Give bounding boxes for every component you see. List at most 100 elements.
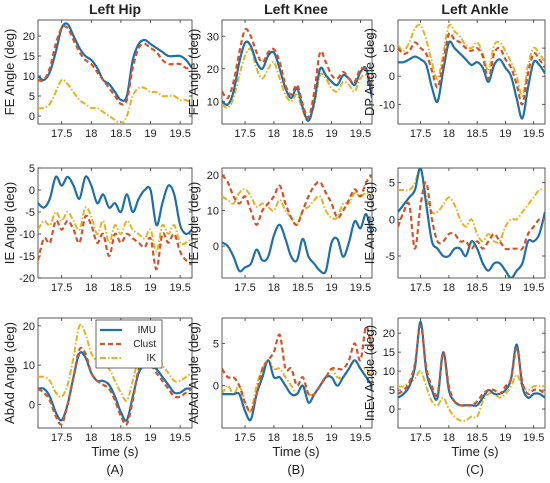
series-line-ik-abad-ankle [398,369,545,422]
series-line-clust-fe-knee [222,27,372,119]
series-line-clust-abad-ankle [398,324,545,407]
series-line-imu-ie-hip [38,175,192,236]
x-tick-label: 19.5 [350,282,371,294]
x-tick-label: 18.5 [110,128,131,140]
y-tick-label: -5 [385,251,395,263]
panel-label-b: (B) [287,462,304,477]
y-tick-label: 10 [23,360,35,372]
x-tick-label: 18.5 [466,128,487,140]
series-line-imu-abad-ankle [398,320,545,407]
x-tick-label: 19.5 [523,128,544,140]
y-tick-label: 5 [29,163,35,175]
series-line-ik-fe-knee [222,47,372,122]
x-tick-label: 18 [85,432,97,444]
y-tick-label: 10 [23,71,35,83]
series-group-abad-knee [222,325,372,422]
x-tick-label: 19 [144,432,156,444]
y-axis-label-abad-hip: AbAd Angle (deg) [2,322,17,424]
y-tick-label: 10 [383,366,395,378]
y-tick-label: 0 [29,185,35,197]
subplot-ie-knee: 17.5 18 18.5 19 19.5 0 10 20 IE Angle (deg) [186,167,373,294]
y-axis-label-abad-ankle: InEv Angle (deg) [362,325,377,421]
x-tick-label: 19.5 [523,432,544,444]
x-tick-label: 18 [443,128,455,140]
x-tick-label: 18 [268,432,280,444]
x-tick-label: 18 [268,282,280,294]
subplot-fe-knee: 17.5 18 18.5 19 19.5 10 20 30 FE Angle (deg) [186,19,373,140]
panel-labels: (A) (B) (C) [106,462,484,477]
y-tick-label: 20 [23,321,35,333]
x-tick-label: 19.5 [169,128,190,140]
series-line-ik-fe-hip [38,78,192,124]
subplot-ie-ankle: 17.5 18 18.5 19 19.5 -5 0 5 IE Angle (deg) [362,167,546,294]
x-tick-label: 18.5 [110,432,131,444]
x-tick-label: 17.5 [234,432,255,444]
x-tick-label: 18.5 [292,282,313,294]
series-group-fe-knee [222,27,372,122]
y-tick-label: 10 [383,43,395,55]
y-tick-label: 0 [389,404,395,416]
y-axis-label-fe-knee: FE Angle (deg) [186,29,201,116]
subplot-abad-knee: 17.5 18 18.5 19 19.5 0 5 AbAd Angle (deg) [186,317,373,444]
plot-area-ie-hip [37,167,193,279]
x-tick-label: 18.5 [292,128,313,140]
y-tick-label: -20 [19,273,35,285]
x-axis-labels: Time (s) Time (s) Time (s) [91,444,498,459]
y-tick-label: -15 [19,251,35,263]
x-tick-label: 17.5 [410,432,431,444]
x-tick-label: 19 [499,128,511,140]
x-tick-label: 17.5 [51,432,72,444]
series-line-clust-abad-knee [222,325,372,413]
series-line-imu-fe-ankle [398,40,545,120]
x-tick-label: 18 [85,282,97,294]
x-tick-label: 19.5 [350,432,371,444]
panel-label-a: (A) [106,462,123,477]
legend-entry-clust: Clust [133,339,156,350]
legend: IMU Clust IK [95,319,163,369]
series-group-fe-hip [38,22,192,124]
legend-entry-imu: IMU [138,325,156,336]
plot-area-fe-ankle [397,19,546,125]
y-tick-label: -5 [25,207,35,219]
x-tick-label: 19.5 [169,432,190,444]
y-tick-label: 0 [29,399,35,411]
y-tick-label: 0 [213,241,219,253]
y-axis-label-fe-ankle: DP Angle (deg) [362,28,377,116]
series-line-clust-ie-knee [222,174,372,227]
y-tick-label: 20 [23,31,35,43]
y-tick-label: 15 [23,51,35,63]
y-axis-label-ie-ankle: IE Angle (deg) [362,182,377,264]
x-tick-label: 18.5 [292,432,313,444]
series-line-clust-fe-ankle [398,32,545,106]
x-tick-label: 17.5 [51,282,72,294]
series-line-clust-abad-hip [38,346,192,426]
x-tick-label: 19.5 [350,128,371,140]
x-tick-label: 18 [443,282,455,294]
x-tick-label: 19.5 [169,282,190,294]
series-line-clust-ie-hip [38,214,192,271]
x-tick-label: 19 [144,128,156,140]
plot-area-fe-hip [37,19,193,125]
x-axis-label-ankle: Time (s) [451,444,498,459]
x-tick-label: 17.5 [410,128,431,140]
subplot-abad-ankle: 17.5 18 18.5 19 19.5 0 5 10 15 20 InEv Angle (deg) [362,317,546,444]
y-tick-label: 0 [389,71,395,83]
y-tick-label: 5 [389,385,395,397]
x-axis-label-hip: Time (s) [91,444,138,459]
x-tick-label: 18.5 [466,282,487,294]
y-tick-label: -10 [19,229,35,241]
series-group-ie-hip [38,175,192,271]
series-line-imu-abad-knee [222,359,372,422]
x-tick-label: 17.5 [410,282,431,294]
y-tick-label: -10 [379,99,395,111]
x-tick-label: 19 [325,282,337,294]
column-title-ankle: Left Ankle [441,1,508,17]
y-tick-label: 0 [29,111,35,123]
x-tick-label: 18.5 [110,282,131,294]
y-tick-label: 20 [207,64,219,76]
series-group-ie-knee [222,174,372,275]
series-group-fe-ankle [398,23,545,120]
x-tick-label: 17.5 [234,282,255,294]
y-axis-label-fe-hip: FE Angle (deg) [2,29,17,116]
